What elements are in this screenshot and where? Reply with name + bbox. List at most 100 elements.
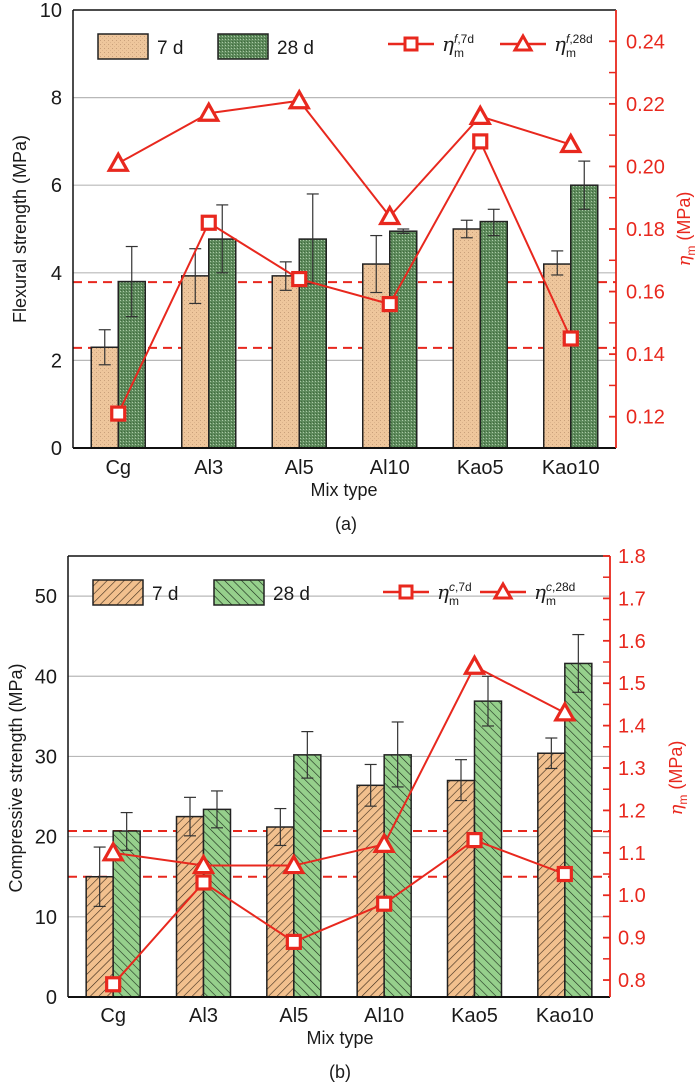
y-axis-label: Compressive strength (MPa) [6, 663, 26, 892]
x-tick-label: Al3 [194, 457, 223, 479]
y2-axis-unit: (MPa) [666, 741, 686, 795]
legend-swatch [92, 579, 144, 606]
x-tick-label: Kao10 [536, 1005, 594, 1027]
legend-swatch [217, 33, 269, 60]
legend-item-7d: 7 d [92, 579, 178, 606]
marker-triangle-Cg [106, 151, 130, 172]
eta-lines [101, 653, 577, 993]
bar-28d-Kao10 [570, 184, 599, 449]
error-bars [93, 633, 585, 907]
bar-28d-Al5 [293, 754, 322, 998]
line-c28d [113, 664, 566, 867]
caption-b: (b) [329, 1062, 351, 1082]
bar-7d-Al5 [266, 826, 295, 998]
x-tick-label: Al5 [285, 457, 314, 479]
caption-a: (a) [335, 514, 357, 534]
legend-marker-triangle [512, 32, 534, 52]
error-bars [98, 160, 591, 366]
marker-square-Al3 [195, 874, 212, 891]
legend-item-28d: 28 d [213, 579, 310, 606]
x-tick-label: Al10 [364, 1005, 404, 1027]
marker-square-Al10 [376, 895, 393, 912]
legend-subscript: m [449, 594, 459, 608]
legend-eta-symbol: η [442, 32, 454, 56]
marker-triangle-Al5 [287, 88, 311, 110]
superscript-age: ,7d [455, 580, 472, 594]
x-axis-label: Mix type [310, 480, 377, 500]
tick-labels: 0 2 4 6 8 10 0.12 0.14 0.16 0.18 0.20 0.22 0.24 Cg Al3… [40, 0, 665, 479]
reference-lines [73, 281, 616, 349]
y2-tick-label: 1.2 [618, 800, 646, 822]
tick-labels: 0 10 20 30 40 50 0.8 0.9 1.0 1.1 1.2 1.3 1.4 1.5 1.6 1.… [35, 546, 646, 1027]
superscript-letter: c [449, 580, 455, 594]
legend-superscript: f,7d [454, 32, 474, 46]
x-tick-label: Kao10 [542, 457, 600, 479]
marker-triangle-Al3 [197, 100, 221, 122]
marker-triangle-Al5 [282, 853, 306, 875]
x-tick-label: Cg [105, 457, 131, 479]
marker-triangle-Al10 [372, 832, 396, 853]
legend-label: 7 d [152, 584, 178, 605]
legend-eta-symbol: η [534, 580, 546, 604]
marker-square-Kao10 [556, 865, 573, 883]
bar-28d-Kao5 [479, 220, 508, 449]
y2-axis-symbol: η [674, 255, 695, 266]
legend-superscript: c,28d [546, 580, 575, 594]
superscript-age: ,28d [569, 32, 592, 46]
y-tick-label: 6 [51, 175, 62, 197]
marker-triangle-Al10 [378, 204, 402, 226]
legend-subscript: m [566, 46, 576, 60]
y2-axis-symbol: η [666, 804, 687, 815]
reference-lines [68, 830, 610, 878]
flexural-strength-chart: 0 2 4 6 8 10 0.12 0.14 0.16 0.18 0.20 0.22 0.24 Cg Al3… [10, 0, 698, 534]
legend-label: 28 d [273, 584, 310, 605]
y-tick-label: 10 [40, 0, 62, 22]
bar-7d-Kao5 [446, 779, 476, 998]
y-tick-label: 8 [51, 88, 62, 110]
marker-square-Kao5 [466, 832, 483, 849]
marker-square-Cg [110, 405, 127, 422]
bar-7d-Al10 [356, 784, 385, 998]
legend-label: 28 d [277, 38, 314, 59]
y2-axis-label: ηm (MPa) [666, 741, 690, 816]
x-tick-label: Al5 [279, 1005, 308, 1027]
bars [90, 184, 599, 449]
y-tick-label: 20 [35, 827, 57, 849]
y2-tick-label: 0.16 [626, 282, 665, 304]
y2-tick-label: 1.8 [618, 546, 646, 568]
y2-tick-label: 0.20 [626, 156, 665, 178]
y-tick-label: 10 [35, 907, 57, 929]
y2-tick-label: 0.24 [626, 31, 665, 53]
legend-marker-triangle [492, 580, 514, 600]
marker-square-Al5 [291, 270, 308, 288]
legend-superscript: c,7d [449, 580, 472, 594]
grid-lines [68, 595, 610, 918]
superscript-age: ,7d [457, 32, 474, 46]
bar-28d-Al3 [208, 238, 237, 449]
y-tick-label: 50 [35, 586, 57, 608]
legend-label: 7 d [157, 38, 183, 59]
y2-axis-label: ηm (MPa) [674, 192, 698, 267]
superscript-age: ,28d [552, 580, 575, 594]
legend-item-f7d: η f,7dm [388, 32, 474, 60]
line-f7d [117, 139, 572, 415]
y-tick-label: 0 [46, 987, 57, 1009]
axes [67, 555, 611, 998]
y2-tick-label: 1.4 [618, 716, 646, 738]
grid-lines [73, 96, 616, 361]
marker-triangle-Al3 [191, 853, 216, 875]
y-tick-label: 2 [51, 350, 62, 372]
bar-7d-Kao5 [452, 228, 481, 449]
x-tick-label: Al3 [189, 1005, 218, 1027]
x-tick-label: Cg [100, 1005, 126, 1027]
y-tick-label: 4 [51, 263, 62, 285]
legend-item-28d: 28 d [217, 33, 314, 60]
marker-triangle-Cg [101, 840, 125, 862]
legend-eta-symbol: η [437, 580, 449, 604]
line-c7d [112, 838, 566, 985]
marker-square-Al10 [381, 295, 398, 313]
